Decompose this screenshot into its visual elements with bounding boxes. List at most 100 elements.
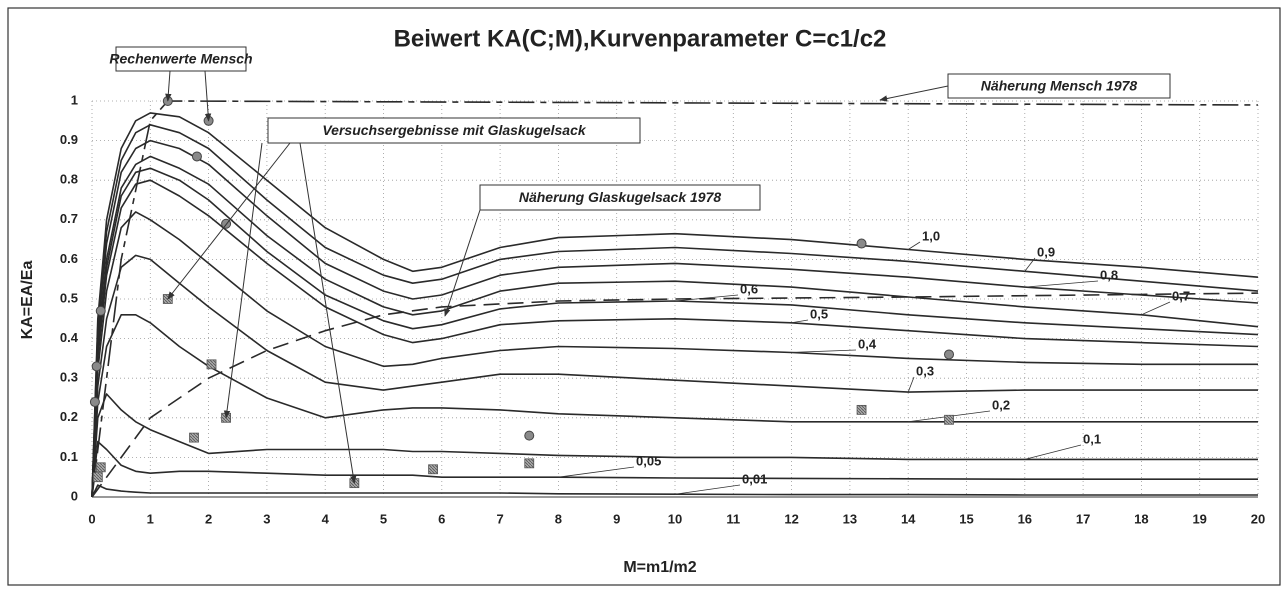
y-tick-label: 0.6 [60,251,78,266]
callout-arrow [204,70,212,122]
curve-label: 0,4 [858,336,877,351]
curve-label: 0,01 [742,471,767,486]
curve-label: 0,5 [810,306,828,321]
y-tick-label: 0.4 [60,330,79,345]
chart-title: Beiwert KA(C;M),Kurvenparameter C=c1/c2 [394,25,887,52]
label-leader [558,466,635,478]
curve-label: 0,3 [916,363,934,378]
x-tick-label: 19 [1192,511,1206,526]
curve-label: 0,1 [1083,431,1101,446]
x-tick-label: 8 [555,511,562,526]
callout-arrow [299,142,357,484]
point [91,361,102,372]
y-axis-label: KA=EA/Ea [19,261,36,340]
x-tick-label: 7 [496,511,503,526]
x-tick-label: 11 [726,511,740,526]
curve-label: 0,7 [1172,288,1190,303]
x-tick-label: 12 [784,511,798,526]
curve [91,139,1259,498]
curve-label: 0,8 [1100,267,1118,282]
y-tick-label: 0.1 [60,449,78,464]
callout-box [267,117,641,144]
point [95,462,106,473]
point [524,458,535,469]
y-tick-label: 0.8 [60,172,78,187]
curve [91,314,1258,498]
curve [91,393,1258,498]
x-tick-label: 18 [1134,511,1148,526]
label-leader [1141,301,1171,316]
point [206,359,217,370]
curve-label: 0,05 [636,453,661,468]
curve [91,211,1258,498]
curve-label: 0,2 [992,397,1010,412]
y-tick-label: 0.7 [60,211,78,226]
callout-label: Näherung Mensch 1978 [981,78,1138,94]
curve [91,112,1259,498]
x-tick-label: 1 [147,511,154,526]
point [524,430,535,441]
label-leader [907,241,921,250]
curve [91,124,1259,498]
curve [91,179,1259,498]
callout-label: Näherung Glaskugelsack 1978 [519,189,722,205]
point [189,432,199,443]
point [89,396,100,407]
y-tick-label: 0.9 [60,132,78,147]
y-tick-label: 0 [71,488,78,503]
callout-label: Versuchsergebnisse mit Glaskugelsack [322,122,586,138]
callout-arrow [167,142,291,300]
label-leader [1024,257,1036,272]
x-tick-label: 0 [88,511,95,526]
callout-arrow [879,85,949,102]
curve [91,440,1258,498]
curve [91,155,1259,498]
callout-box [947,73,1171,99]
x-tick-label: 4 [322,511,330,526]
x-tick-label: 16 [1018,511,1032,526]
label-leader [907,376,915,393]
callout-box [479,184,761,211]
callout-arrow [165,70,172,102]
y-tick-label: 0.3 [60,370,78,385]
point [856,404,867,415]
x-tick-label: 2 [205,511,212,526]
y-tick-label: 0.2 [60,409,78,424]
curve-label: 1,0 [922,228,940,243]
point [92,472,103,483]
point [944,414,954,425]
x-tick-label: 6 [438,511,445,526]
label-leader [674,484,741,495]
x-axis-label: M=m1/m2 [623,559,696,576]
point [428,464,438,475]
point [856,238,867,249]
chart-frame [7,7,1281,586]
approximation-line [91,292,1259,498]
x-tick-label: 13 [843,511,857,526]
curve [91,167,1259,498]
callout-arrow [223,142,263,419]
curve-label: 0,6 [740,281,758,296]
x-tick-label: 20 [1251,511,1265,526]
callout-label: Rechenwerte Mensch [109,51,252,67]
label-leader [1024,280,1099,288]
x-tick-label: 5 [380,511,387,526]
x-tick-label: 14 [901,511,916,526]
label-leader [791,319,809,324]
y-tick-label: 1 [71,92,78,107]
point [191,151,202,162]
point [95,305,106,316]
curve-label: 0,9 [1037,244,1055,259]
x-tick-label: 9 [613,511,620,526]
label-leader [791,349,857,353]
callout-box [115,46,247,72]
x-tick-label: 17 [1076,511,1090,526]
x-tick-label: 10 [668,511,682,526]
curve [91,254,1258,498]
x-tick-label: 15 [959,511,973,526]
y-tick-label: 0.5 [60,290,78,305]
curve [91,484,1258,498]
label-leader [1024,444,1082,460]
x-tick-label: 3 [263,511,270,526]
